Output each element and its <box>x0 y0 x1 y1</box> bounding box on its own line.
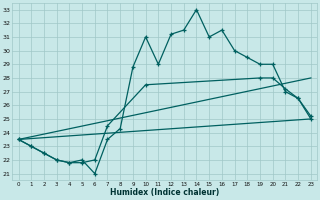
X-axis label: Humidex (Indice chaleur): Humidex (Indice chaleur) <box>110 188 219 197</box>
